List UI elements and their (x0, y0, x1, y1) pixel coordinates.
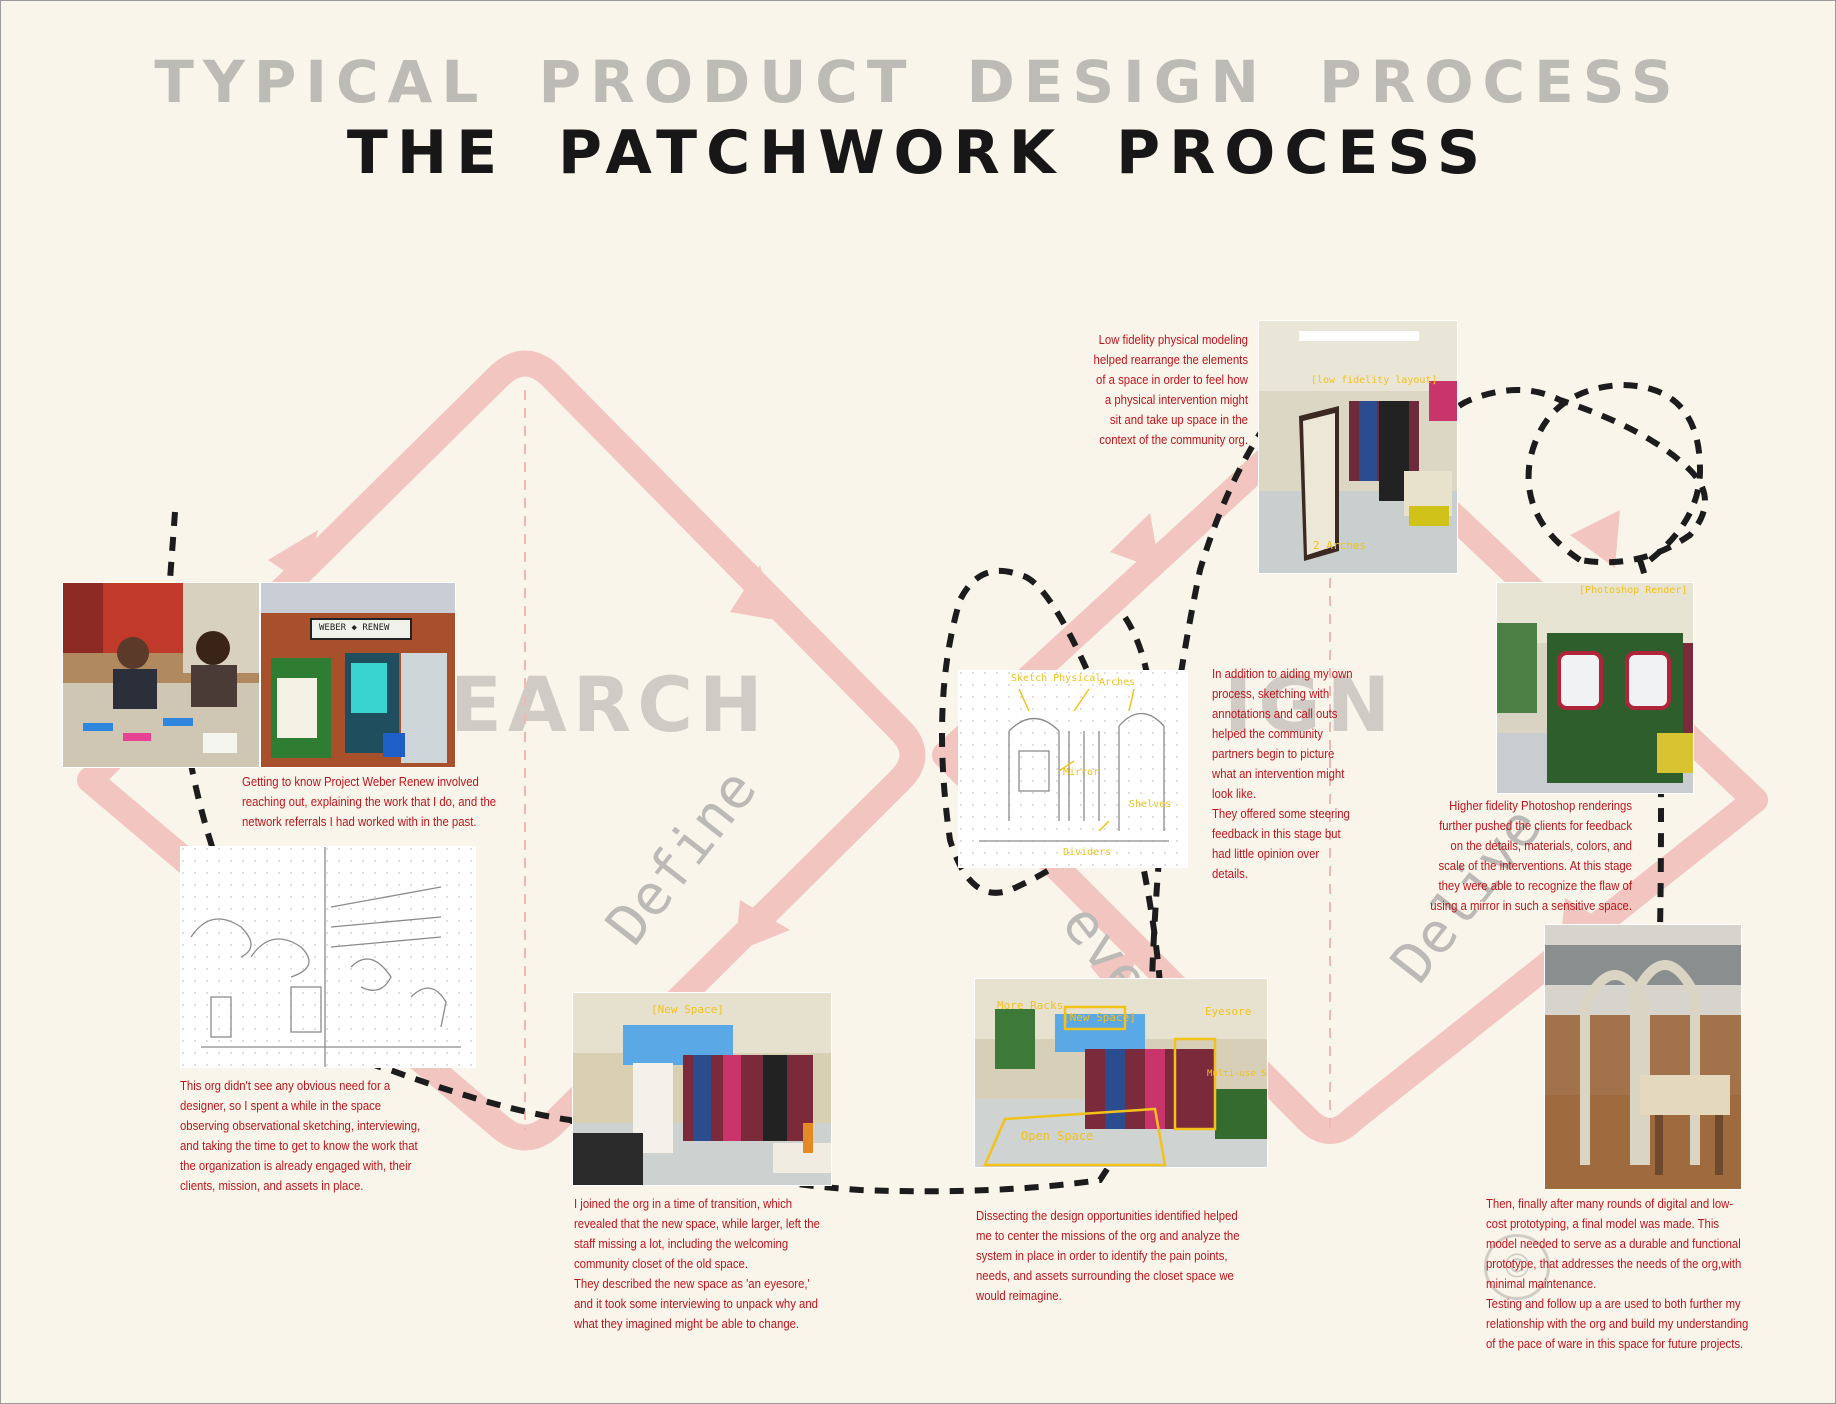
research-word: EARCH (450, 660, 769, 749)
caption-low-fidelity: Low fidelity physical modeling helped re… (1093, 332, 1248, 447)
low-fidelity-image (1259, 321, 1457, 573)
photo-photoshop-render: [Photoshop Render] (1496, 582, 1694, 794)
sketch-arches-note: Arches (1099, 677, 1136, 688)
intervention-sketch-image (959, 671, 1187, 867)
storefront-image (261, 583, 455, 767)
caption-final-model: Then, finally after many rounds of digit… (1486, 1196, 1749, 1351)
sketch-physical-note: Sketch Physical (1011, 673, 1102, 684)
observational-sketch-image (181, 847, 475, 1067)
sketch-mirror-note: Mirror (1063, 767, 1100, 778)
photo-final-model (1544, 924, 1742, 1190)
photo-storefront: WEBER ◆ RENEW (260, 582, 456, 768)
phase-dividers (524, 390, 1331, 1130)
sketch-shelves-note: Shelves (1129, 799, 1172, 810)
eyesore-note: Eyesore (1205, 1005, 1252, 1018)
dissecting-image (975, 979, 1267, 1167)
caption-no-obvious-need: This org didn't see any obvious need for… (180, 1078, 421, 1193)
copyright-icon: © (1484, 1234, 1550, 1300)
caption-getting-to-know: Getting to know Project Weber Renew invo… (242, 774, 497, 829)
photo-staff-at-table (62, 582, 260, 768)
sketch-intervention: Sketch Physical Arches Mirror Dividers S… (958, 670, 1188, 868)
photo-dissecting: [New Space] More Racks Eyesore Open Spac… (974, 978, 1268, 1168)
arrow-head-deliver-top (1570, 510, 1620, 568)
new-space-image (573, 993, 831, 1185)
caption-sketching: In addition to aiding my own process, sk… (1212, 666, 1353, 881)
dissect-new-space-note: [New Space] (1063, 1011, 1136, 1024)
more-racks-note: More Racks (997, 999, 1064, 1012)
low-fidelity-note: [low fidelity layout] (1311, 375, 1438, 386)
open-space-note: Open Space (1021, 1129, 1094, 1143)
photo-new-space: [New Space] (572, 992, 832, 1186)
photoshop-render-image (1497, 583, 1693, 793)
arrow-head-develop-top (1110, 513, 1160, 570)
caption-dissecting: Dissecting the design opportunities iden… (976, 1208, 1240, 1303)
final-model-image (1545, 925, 1741, 1189)
new-space-note: [New Space] (651, 1003, 724, 1016)
arrow-head-define-bottom (735, 900, 790, 952)
caption-higher-fidelity: Higher fidelity Photoshop renderings fur… (1430, 798, 1632, 913)
sketch-observational (180, 846, 476, 1068)
arches-note: 2 Arches (1313, 539, 1366, 552)
first-diamond-arrow (77, 350, 926, 1151)
patchwork-process-title: THE PATCHWORK PROCESS (346, 118, 1490, 188)
photoshop-render-note: [Photoshop Render] (1579, 585, 1688, 596)
typical-process-title: TYPICAL PRODUCT DESIGN PROCESS (154, 48, 1682, 116)
arrow-head-define-top (730, 565, 776, 620)
arrow-head-develop-bottom (1090, 950, 1140, 1002)
sketch-dividers-note: Dividers (1063, 847, 1112, 858)
staff-at-table-image (63, 583, 259, 767)
multi-use-note: Multi-use Space (1207, 1069, 1267, 1079)
caption-transition: I joined the org in a time of transition… (574, 1196, 820, 1331)
patchwork-dashed-path (166, 325, 1708, 1195)
storefront-sign-text: WEBER ◆ RENEW (319, 623, 390, 633)
arrow-head-research (268, 530, 318, 584)
photo-low-fidelity: [low fidelity layout] 2 Arches (1258, 320, 1458, 574)
patchwork-loop (1525, 381, 1704, 563)
design-word: IGN (1224, 660, 1397, 749)
